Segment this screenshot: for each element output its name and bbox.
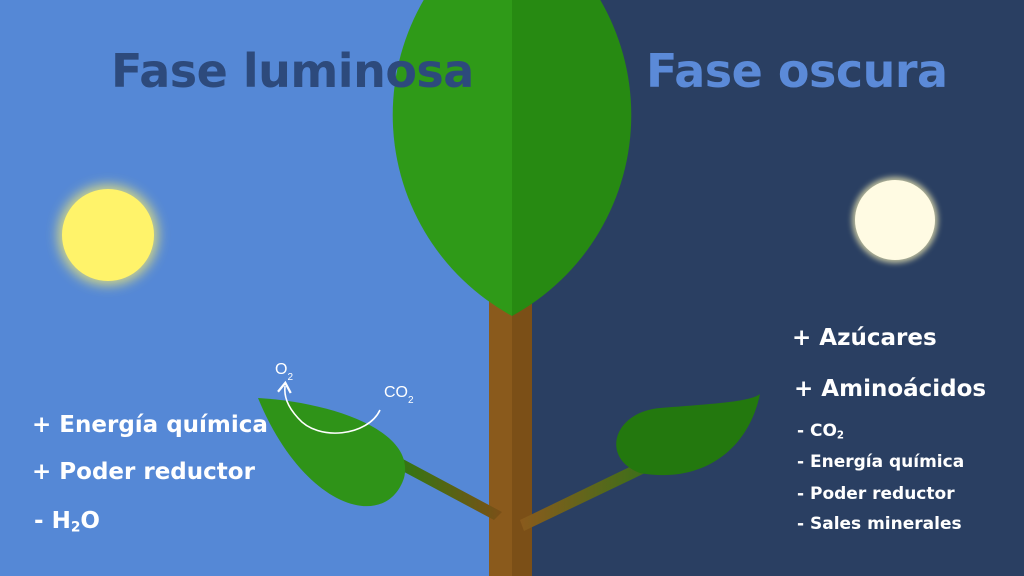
oxygen-label: O2	[275, 361, 293, 383]
left-leaf	[258, 398, 406, 507]
left-branch	[393, 458, 502, 520]
dark-phase-title: Fase oscura	[646, 44, 948, 98]
carbon-dioxide-label: CO2	[384, 384, 414, 406]
dark-phase-item: - Energía química	[797, 452, 965, 472]
dark-phase-item: - Poder reductor	[797, 484, 955, 504]
gas-exchange-arrow	[277, 380, 381, 434]
light-phase-title: Fase luminosa	[111, 44, 474, 98]
light-phase-item: - H2O	[34, 508, 100, 536]
trunk-left-half	[489, 290, 512, 576]
trunk-right-half	[512, 290, 532, 576]
dark-phase-item: + Aminoácidos	[794, 376, 987, 402]
right-branch	[520, 462, 645, 531]
canopy-left-half	[392, 0, 512, 316]
right-leaf	[616, 394, 760, 476]
dark-phase-item: - Sales minerales	[797, 514, 962, 534]
moon-icon	[855, 180, 935, 260]
dark-phase-item: - CO2	[797, 421, 845, 442]
dark-phase-item: + Azúcares	[792, 325, 937, 351]
light-phase-item: + Poder reductor	[32, 459, 255, 485]
canopy-right-half	[512, 0, 632, 316]
light-phase-item: + Energía química	[32, 412, 268, 438]
sun-icon	[62, 189, 154, 281]
